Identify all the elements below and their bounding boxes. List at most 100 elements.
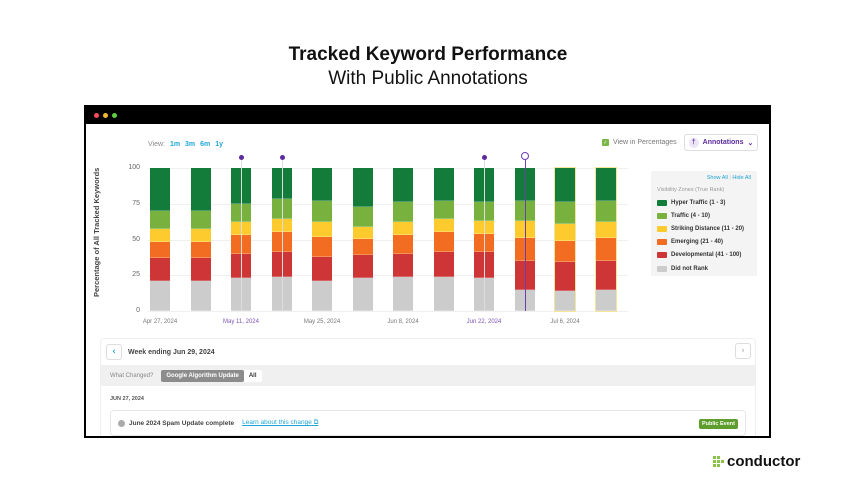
bar-segment <box>555 262 575 291</box>
bar-segment <box>150 229 170 243</box>
bar-segment <box>190 242 211 259</box>
legend-item-label: Emerging (21 - 40) <box>671 239 724 246</box>
legend-title: Visibility Zones (True Rank) <box>657 187 725 193</box>
globe-icon <box>118 419 125 427</box>
pin-icon: † <box>688 137 699 148</box>
conductor-logo: conductor <box>713 453 800 470</box>
checkbox-checked-icon[interactable]: ✓ <box>602 139 609 146</box>
bar-segment <box>352 278 373 311</box>
annotation-marker-icon[interactable] <box>279 155 285 160</box>
close-window-icon[interactable] <box>94 113 99 118</box>
chart-bar[interactable] <box>352 168 373 311</box>
chart-legend: Show All | Hide All Visibility Zones (Tr… <box>651 171 757 276</box>
x-tick-label: Jun 22, 2024 <box>466 319 502 325</box>
x-tick-label: May 25, 2024 <box>303 319 341 325</box>
conductor-logo-icon <box>713 456 724 467</box>
chevron-right-icon: › <box>741 346 745 356</box>
external-link-icon: ⧉ <box>313 419 319 426</box>
bar-segment <box>555 223 575 241</box>
next-week-button[interactable]: › <box>735 343 751 359</box>
legend-item-did-not-rank[interactable]: Did not Rank <box>657 262 751 275</box>
selected-annotation-marker-icon[interactable] <box>521 152 529 160</box>
bar-segment <box>595 260 616 290</box>
bar-segment <box>150 258 170 281</box>
chevron-down-icon: ⌄ <box>747 139 754 147</box>
separator: | <box>729 175 731 181</box>
chart-bar[interactable] <box>312 168 332 311</box>
view-option-3m[interactable]: 3m <box>185 141 196 148</box>
bar-segment <box>595 168 616 201</box>
bar-segment <box>150 280 170 311</box>
annotation-line <box>484 160 485 311</box>
legend-swatch <box>657 252 667 259</box>
chart-bar[interactable] <box>393 168 413 311</box>
bar-segment <box>393 253 413 277</box>
event-card: June 2024 Spam Update complete Learn abo… <box>110 410 746 436</box>
y-tick-label: 100 <box>128 164 140 171</box>
filter-all[interactable]: All <box>243 369 262 382</box>
event-title: June 2024 Spam Update complete <box>129 419 235 427</box>
legend-item-label: Striking Distance (11 - 20) <box>671 225 745 232</box>
event-date-label: JUN 27, 2024 <box>110 396 144 402</box>
legend-swatch <box>657 225 667 232</box>
show-all-link[interactable]: Show All <box>706 175 728 181</box>
y-tick-label: 50 <box>132 235 140 243</box>
legend-item-emerging[interactable]: Emerging (21 - 40) <box>657 236 751 249</box>
bar-segment <box>150 168 170 211</box>
legend-item-traffic[interactable]: Traffic (4 - 10) <box>657 209 751 222</box>
annotation-marker-icon[interactable] <box>239 155 244 160</box>
annotations-dropdown-button[interactable]: † Annotations ⌄ <box>684 134 758 151</box>
x-tick-label: Jul 6, 2024 <box>550 319 580 325</box>
chart-bar[interactable] <box>554 167 576 312</box>
view-option-1y[interactable]: 1y <box>215 141 223 148</box>
public-event-badge: Public Event <box>698 419 738 429</box>
chart-bar[interactable] <box>594 167 617 312</box>
window-titlebar <box>86 107 769 124</box>
hide-all-link[interactable]: Hide All <box>732 175 751 181</box>
chart-bar[interactable] <box>190 168 211 311</box>
minimize-window-icon[interactable] <box>103 113 108 118</box>
bar-segment <box>433 200 454 220</box>
filter-google-algorithm-update[interactable]: Google Algorithm Update <box>161 369 244 382</box>
gridline <box>148 239 628 241</box>
view-option-1m[interactable]: 1m <box>169 141 181 148</box>
x-tick-label: Apr 27, 2024 <box>142 319 178 325</box>
annotations-label: Annotations <box>702 139 744 146</box>
bar-segment <box>312 280 332 311</box>
gridline <box>148 311 628 312</box>
bar-segment <box>190 168 211 211</box>
learn-about-change-link[interactable]: Learn about this change ⧉ <box>242 419 318 427</box>
view-in-percentages-toggle[interactable]: ✓ View in Percentages <box>602 139 677 146</box>
legend-swatch <box>657 199 667 206</box>
legend-item-label: Developmental (41 - 100) <box>671 252 742 259</box>
annotation-line <box>241 160 242 311</box>
selected-annotation-line[interactable] <box>524 158 526 311</box>
bar-segment <box>190 210 211 230</box>
previous-week-button[interactable]: ‹ <box>106 344 122 360</box>
bar-segment <box>595 238 616 261</box>
what-changed-filter: What Changed? Google Algorithm Update Al… <box>101 365 755 386</box>
bar-segment <box>312 200 332 223</box>
x-tick-label: Jun 8, 2024 <box>387 319 419 325</box>
view-option-6m[interactable]: 6m <box>200 141 211 148</box>
chart-bar[interactable] <box>150 168 170 311</box>
view-range-selector: View: 1m 3m 6m 1y <box>148 141 223 148</box>
legend-item-hyper-traffic[interactable]: Hyper Traffic (1 - 3) <box>657 196 751 209</box>
annotation-line <box>281 160 283 311</box>
bar-segment <box>433 168 454 201</box>
bar-segment <box>595 289 616 311</box>
bar-segment <box>312 168 332 201</box>
legend-item-developmental[interactable]: Developmental (41 - 100) <box>657 249 751 262</box>
gridline <box>148 203 628 205</box>
chart-bar[interactable] <box>433 168 454 311</box>
annotation-marker-icon[interactable] <box>482 155 487 160</box>
legend-item-striking-distance[interactable]: Striking Distance (11 - 20) <box>657 222 751 235</box>
week-details-panel: ‹ Week ending Jun 29, 2024 › What Change… <box>100 338 756 436</box>
bar-segment <box>393 222 413 236</box>
bar-segment <box>555 202 575 224</box>
app-window: View: 1m 3m 6m 1y ✓ View in Percentages … <box>84 105 771 438</box>
bar-segment <box>352 168 373 207</box>
chevron-left-icon: ‹ <box>112 347 116 357</box>
bar-segment <box>312 222 332 237</box>
maximize-window-icon[interactable] <box>112 113 117 118</box>
